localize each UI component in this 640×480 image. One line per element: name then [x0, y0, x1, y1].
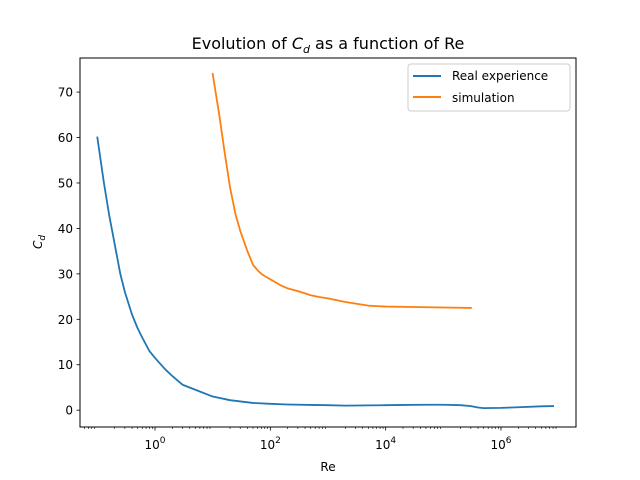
y-tick-label: 70 — [58, 86, 73, 100]
x-tick-label: 100 — [145, 436, 166, 452]
y-tick-label: 60 — [58, 131, 73, 145]
axes-frame — [79, 57, 577, 428]
y-tick-label: 40 — [58, 222, 73, 236]
chart-title-suffix: as a function of Re — [310, 34, 464, 53]
chart-title-subscript: d — [303, 43, 311, 56]
series-line-real-experience — [96, 136, 554, 410]
x-axis-ticks: 100 102 104 106 — [84, 427, 557, 452]
legend-box — [407, 63, 571, 112]
series-layer — [96, 72, 554, 410]
x-tick-label: 104 — [375, 436, 396, 452]
y-tick-label: 50 — [58, 176, 73, 190]
series-line-simulation — [211, 72, 472, 309]
y-tick-label: 20 — [58, 313, 73, 327]
x-tick-label: 106 — [490, 436, 511, 452]
chart-title-prefix: Evolution of — [192, 34, 292, 53]
x-axis-label: Re — [320, 460, 335, 474]
y-axis-label-symbol: C — [31, 240, 45, 249]
y-tick-label: 30 — [58, 267, 73, 281]
y-axis-label-subscript: d — [38, 235, 48, 241]
y-tick-label: 0 — [65, 404, 73, 418]
y-tick-label: 10 — [58, 358, 73, 372]
x-tick-label: 102 — [260, 436, 281, 452]
legend-label-real-experience: Real experience — [452, 69, 548, 83]
plot-area — [96, 72, 554, 410]
legend-label-simulation: simulation — [452, 91, 515, 105]
y-axis-label: Cd — [31, 235, 48, 249]
legend: Real experience simulation — [407, 63, 571, 112]
chart-title-symbol: C — [292, 34, 304, 53]
chart-title: Evolution of Cd as a function of Re — [192, 34, 465, 56]
y-axis-ticks: 0 10 20 30 40 50 60 70 — [58, 86, 80, 418]
